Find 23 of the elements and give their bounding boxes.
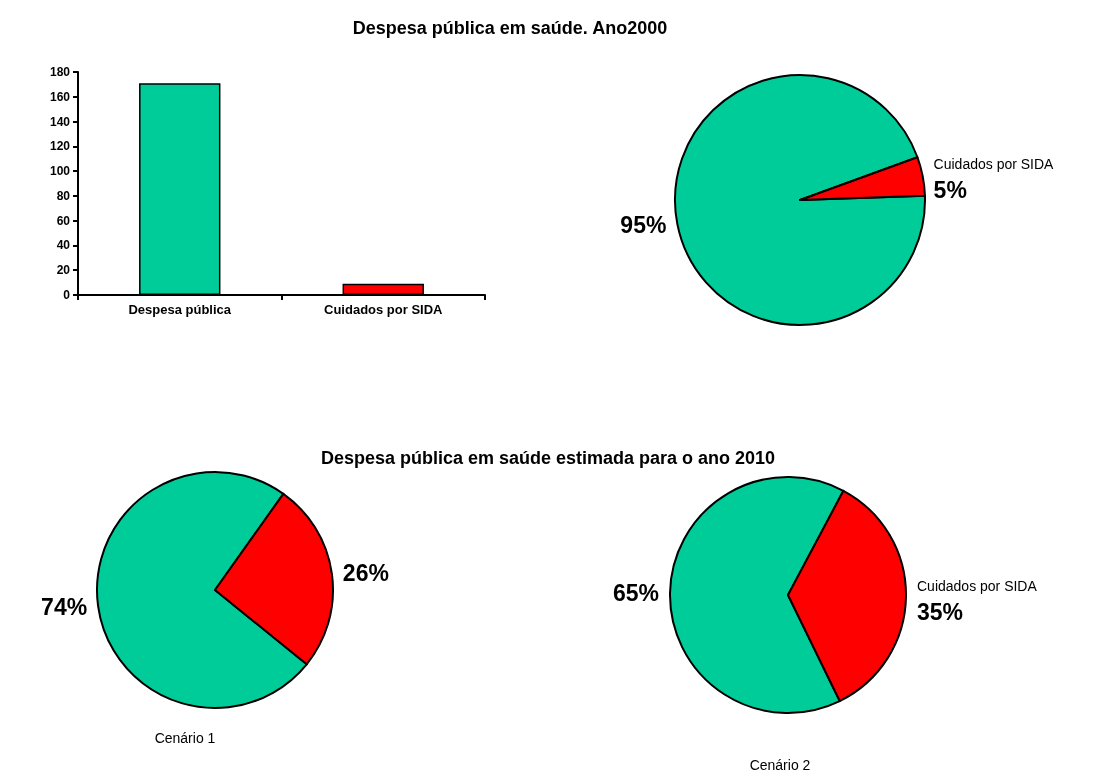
data-label: 74% bbox=[41, 593, 88, 620]
y-tick-label: 20 bbox=[56, 263, 71, 278]
x-tick-label: Despesa pública bbox=[128, 302, 232, 317]
y-tick-label: 100 bbox=[49, 164, 71, 179]
data-label: 35% bbox=[916, 599, 964, 626]
data-label: 95% bbox=[620, 212, 667, 238]
y-tick-label: 40 bbox=[56, 238, 71, 253]
data-label: 5% bbox=[933, 177, 967, 203]
y-tick-label: 160 bbox=[49, 89, 71, 104]
slice-label: Cuidados por SIDA bbox=[933, 155, 1055, 172]
text: Despesa pública em saúde estimada para o ano 2010 bbox=[320, 448, 776, 469]
y-tick-label: 80 bbox=[56, 188, 71, 203]
chart-title: Despesa pública em saúde. Ano2000 bbox=[352, 18, 668, 39]
data-label: 65% bbox=[612, 579, 660, 606]
text: Cenário 2 bbox=[749, 757, 811, 773]
y-tick-label: 180 bbox=[49, 65, 71, 79]
y-tick-label: 140 bbox=[49, 114, 71, 129]
text: Cenário 1 bbox=[154, 730, 216, 746]
y-tick-label: 60 bbox=[56, 213, 71, 228]
data-label: 26% bbox=[342, 560, 389, 587]
y-tick-label: 120 bbox=[49, 139, 71, 154]
slice-label: Cuidados por SIDA bbox=[916, 577, 1038, 594]
y-tick-label: 0 bbox=[63, 288, 71, 302]
